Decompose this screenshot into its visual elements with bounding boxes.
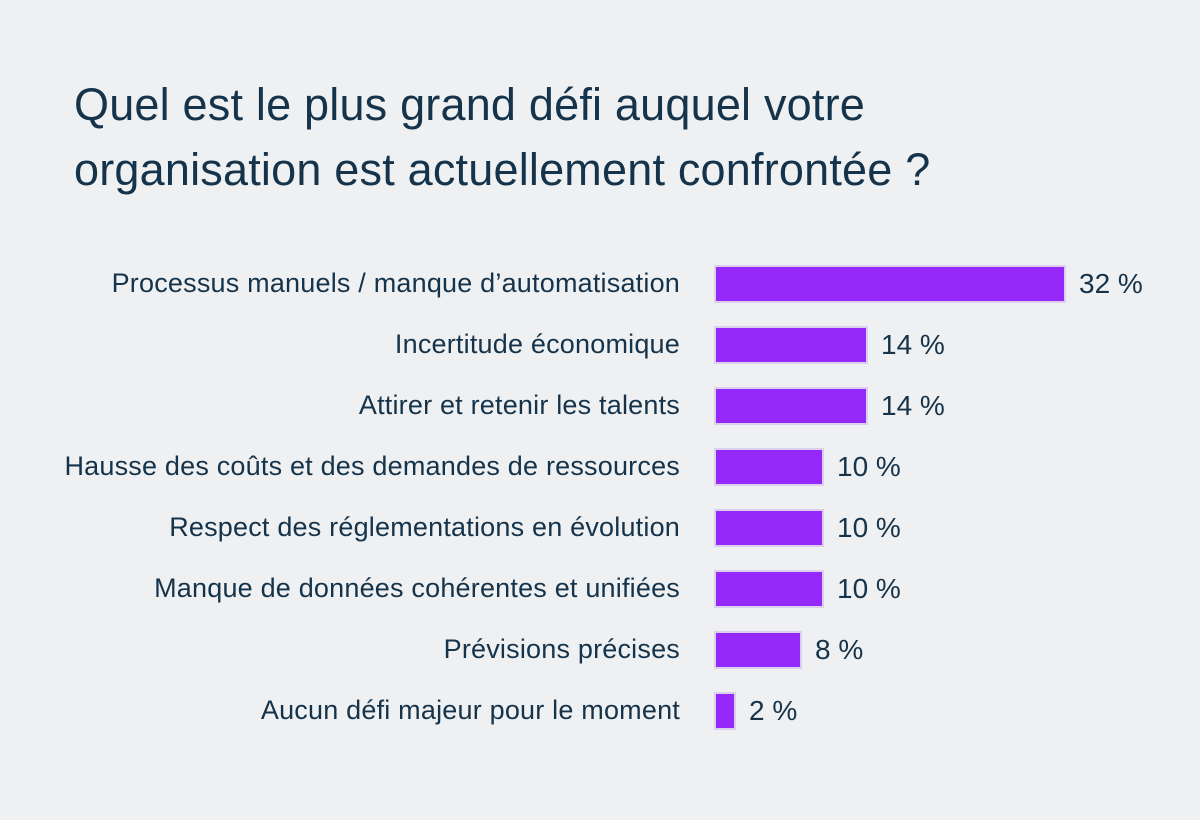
chart-row: Attirer et retenir les talents 14 %: [0, 375, 1200, 436]
value-label: 2 %: [749, 694, 798, 726]
category-label: Incertitude économique: [394, 329, 680, 359]
bar: [714, 691, 736, 730]
chart-row: Manque de données cohérentes et unifiées…: [0, 558, 1200, 619]
chart-row: Prévisions précises 8 %: [0, 619, 1200, 680]
value-label: 8 %: [815, 633, 864, 665]
bar: [714, 325, 868, 364]
chart-row: Aucun défi majeur pour le moment 2 %: [0, 680, 1200, 741]
bar: [714, 508, 824, 547]
value-label: 10 %: [837, 572, 901, 604]
value-label: 32 %: [1079, 267, 1143, 299]
category-label: Prévisions précises: [443, 634, 680, 664]
value-label: 10 %: [837, 450, 901, 482]
chart-row: Processus manuels / manque d’automatisat…: [0, 253, 1200, 314]
bar: [714, 447, 824, 486]
value-label: 14 %: [881, 389, 945, 421]
category-label: Respect des réglementations en évolution: [169, 512, 680, 542]
chart-row: Respect des réglementations en évolution…: [0, 497, 1200, 558]
chart-row: Incertitude économique 14 %: [0, 314, 1200, 375]
chart-title-line-1: Quel est le plus grand défi auquel votre: [74, 79, 865, 130]
bar: [714, 630, 802, 669]
horizontal-bar-chart: Processus manuels / manque d’automatisat…: [0, 253, 1200, 741]
value-label: 14 %: [881, 328, 945, 360]
value-label: 10 %: [837, 511, 901, 543]
category-label: Attirer et retenir les talents: [358, 390, 680, 420]
bar: [714, 264, 1066, 303]
category-label: Processus manuels / manque d’automatisat…: [111, 268, 680, 298]
chart-title: Quel est le plus grand défi auquel votre…: [74, 72, 930, 202]
category-label: Aucun défi majeur pour le moment: [260, 695, 680, 725]
category-label: Manque de données cohérentes et unifiées: [154, 573, 680, 603]
bar: [714, 569, 824, 608]
chart-title-line-2: organisation est actuellement confrontée…: [74, 144, 931, 195]
category-label: Hausse des coûts et des demandes de ress…: [64, 451, 680, 481]
bar: [714, 386, 868, 425]
chart-row: Hausse des coûts et des demandes de ress…: [0, 436, 1200, 497]
